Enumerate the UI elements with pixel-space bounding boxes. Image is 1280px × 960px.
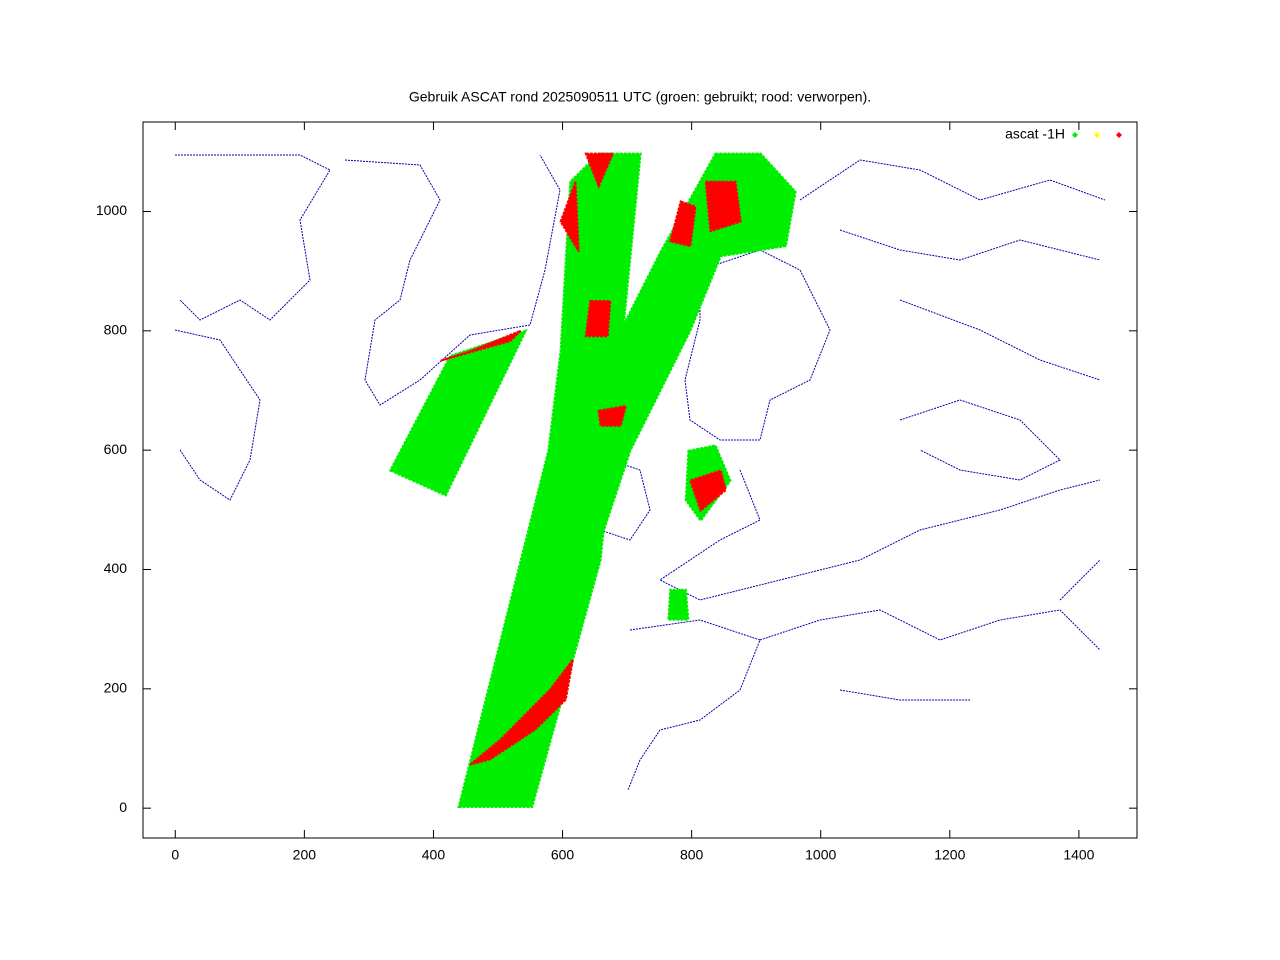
y-tick-label: 0	[119, 799, 127, 815]
x-tick-label: 400	[422, 847, 446, 863]
legend-symbol	[1116, 132, 1122, 138]
observation-region	[469, 658, 574, 766]
coastline	[899, 399, 1061, 481]
legend-label: ascat -1H	[1005, 126, 1065, 142]
coastline	[344, 154, 561, 406]
x-tick-label: 600	[551, 847, 575, 863]
observation-region	[440, 329, 522, 362]
y-tick-label: 1000	[96, 202, 127, 218]
x-tick-label: 800	[680, 847, 704, 863]
plot-area	[388, 152, 797, 808]
coastline	[659, 469, 1101, 601]
y-tick-label: 200	[104, 680, 128, 696]
coastline	[684, 249, 831, 441]
observation-region	[689, 469, 727, 513]
observation-region	[584, 300, 612, 338]
coastline	[175, 154, 331, 321]
observation-region	[669, 200, 697, 248]
legend-symbol	[1094, 132, 1100, 138]
observation-region	[589, 152, 797, 541]
x-tick-label: 1400	[1063, 847, 1094, 863]
x-tick-label: 0	[171, 847, 179, 863]
chart-title: Gebruik ASCAT rond 2025090511 UTC (groen…	[409, 89, 871, 105]
observation-region	[388, 329, 528, 497]
legend-symbol	[1072, 132, 1078, 138]
observation-region	[704, 180, 742, 233]
y-tick-label: 400	[104, 560, 128, 576]
x-tick-label: 1200	[934, 847, 965, 863]
observation-region	[667, 588, 690, 621]
y-tick-label: 600	[104, 441, 128, 457]
y-tick-label: 800	[104, 322, 128, 338]
coastline	[799, 159, 1106, 381]
coastline	[174, 329, 261, 501]
observation-region	[584, 152, 615, 190]
observation-region	[597, 404, 628, 427]
x-tick-label: 200	[293, 847, 317, 863]
coastline	[759, 559, 1101, 701]
coastlines	[174, 154, 1106, 791]
plot-frame	[142, 121, 1138, 839]
coastline	[627, 619, 761, 791]
x-tick-label: 1000	[805, 847, 836, 863]
observation-region	[559, 181, 580, 253]
